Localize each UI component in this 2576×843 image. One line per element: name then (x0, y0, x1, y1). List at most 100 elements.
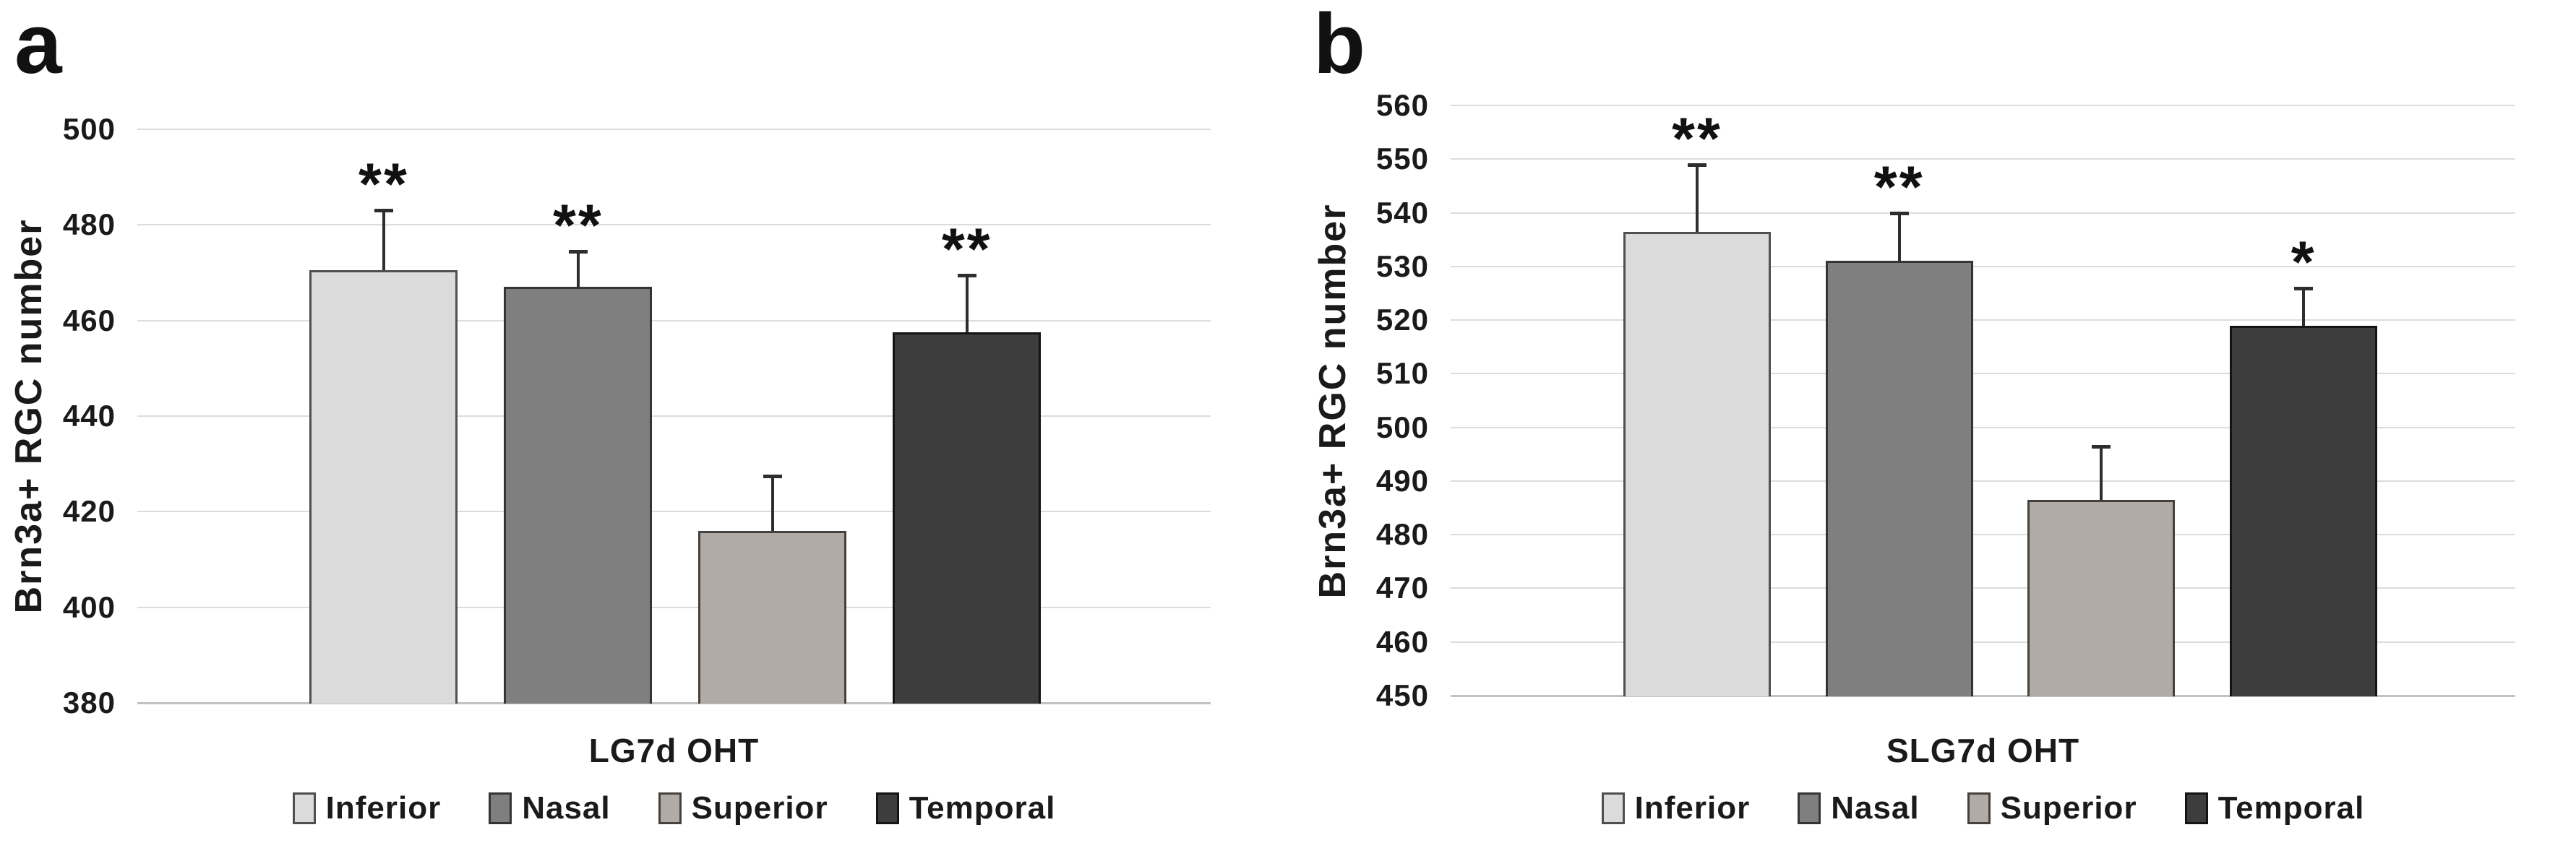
legend-swatch-nasal (489, 792, 512, 824)
gridline (137, 129, 1211, 130)
x-axis-title: LG7d OHT (588, 732, 760, 769)
error-bar-nasal (576, 251, 580, 288)
legend-swatch-temporal (875, 792, 899, 824)
legend-label-temporal: Temporal (909, 790, 1056, 826)
legend-swatch-inferior (292, 792, 316, 824)
y-tick-label: 480 (62, 207, 116, 242)
significance-marker-nasal: ** (1873, 154, 1925, 220)
gridline (1451, 319, 2515, 321)
error-bar-cap-inferior (1687, 163, 1706, 167)
legend-item-nasal: Nasal (489, 790, 610, 826)
error-bar-superior (770, 475, 774, 531)
y-tick-label: 460 (1375, 624, 1429, 659)
y-tick-label: 540 (1375, 195, 1429, 230)
bar-superior (698, 530, 847, 704)
y-tick-label: 490 (1375, 463, 1429, 498)
legend-swatch-temporal (2184, 792, 2208, 824)
gridline (137, 319, 1211, 321)
y-tick-label: 560 (1375, 88, 1429, 122)
panel-b: b Brn3a+ RGC number 450 460 470 480 490 500 510 5… (1288, 0, 2576, 843)
legend-swatch-superior (1967, 792, 1991, 824)
error-bar-inferior (1695, 164, 1699, 232)
bar-inferior (309, 270, 458, 704)
y-tick-label: 500 (1375, 410, 1429, 444)
panel-letter-a: a (14, 0, 62, 92)
legend: Inferior Nasal Superior Temporal (137, 790, 1211, 826)
legend-item-inferior: Inferior (292, 790, 442, 826)
legend-label-inferior: Inferior (325, 790, 442, 826)
significance-marker-inferior: ** (1672, 105, 1722, 172)
significance-marker-temporal: * (2291, 229, 2317, 295)
bar-inferior (1623, 231, 1771, 696)
error-bar-cap-superior (763, 474, 782, 478)
x-axis-baseline (137, 702, 1211, 704)
error-bar-superior (2100, 446, 2103, 500)
y-tick-label: 480 (1375, 517, 1429, 552)
gridline (137, 415, 1211, 417)
error-bar-cap-nasal (568, 249, 588, 254)
legend-item-superior: Superior (658, 790, 828, 826)
bar-superior (2027, 499, 2176, 696)
legend: Inferior Nasal Superior Temporal (1451, 790, 2515, 826)
error-bar-cap-temporal (2294, 286, 2314, 290)
legend-label-temporal: Temporal (2217, 790, 2365, 826)
gridline (1451, 158, 2515, 160)
legend-item-inferior: Inferior (1601, 790, 1751, 826)
legend-label-inferior: Inferior (1634, 790, 1751, 826)
error-bar-cap-temporal (957, 273, 976, 277)
y-tick-label: 400 (62, 589, 116, 624)
error-bar-temporal (2302, 288, 2306, 326)
bar-nasal (1825, 261, 1973, 696)
error-bar-temporal (965, 274, 969, 333)
gridline (1451, 426, 2515, 428)
error-bar-cap-nasal (1889, 211, 1909, 215)
y-tick-label: 450 (1375, 678, 1429, 712)
y-tick-label: 440 (62, 399, 116, 433)
legend-item-temporal: Temporal (875, 790, 1056, 826)
gridline (1451, 105, 2515, 106)
x-axis-baseline (1451, 695, 2515, 697)
y-tick-label: 520 (1375, 303, 1429, 337)
y-tick-label: 550 (1375, 142, 1429, 176)
gridline (1451, 534, 2515, 536)
gridline (137, 511, 1211, 513)
bar-temporal (2230, 325, 2378, 696)
y-tick-label: 460 (62, 303, 116, 337)
gridline (137, 224, 1211, 226)
error-bar-cap-superior (2092, 444, 2111, 449)
gridline (1451, 212, 2515, 214)
y-tick-label: 530 (1375, 248, 1429, 283)
significance-marker-nasal: ** (552, 192, 604, 259)
gridline (1451, 265, 2515, 267)
significance-marker-temporal: ** (941, 216, 992, 282)
legend-label-superior: Superior (691, 790, 828, 826)
gridline (137, 606, 1211, 608)
gridline (1451, 641, 2515, 643)
legend-item-temporal: Temporal (2184, 790, 2365, 826)
y-tick-label: 470 (1375, 571, 1429, 605)
panel-letter-b: b (1313, 0, 1366, 92)
legend-swatch-inferior (1601, 792, 1625, 824)
error-bar-inferior (382, 210, 385, 271)
y-tick-label: 380 (62, 686, 116, 719)
legend-label-superior: Superior (2000, 790, 2137, 826)
gridline (1451, 480, 2515, 482)
legend-item-superior: Superior (1967, 790, 2137, 826)
error-bar-nasal (1897, 212, 1901, 261)
y-tick-label: 510 (1375, 356, 1429, 391)
legend-label-nasal: Nasal (522, 790, 611, 826)
significance-marker-inferior: ** (359, 152, 409, 218)
bar-temporal (893, 332, 1042, 704)
gridline (1451, 373, 2515, 375)
legend-item-nasal: Nasal (1798, 790, 1919, 826)
y-tick-label: 420 (62, 494, 116, 529)
bar-nasal (504, 287, 653, 704)
legend-swatch-superior (658, 792, 682, 824)
panel-a: a Brn3a+ RGC number 380 400 420 440 460 480 500 *… (8, 0, 1211, 826)
gridline (1451, 587, 2515, 589)
y-tick-label: 500 (62, 112, 116, 146)
legend-label-nasal: Nasal (1831, 790, 1920, 826)
x-axis-title: SLG7d OHT (1886, 732, 2080, 769)
legend-swatch-nasal (1798, 792, 1821, 824)
